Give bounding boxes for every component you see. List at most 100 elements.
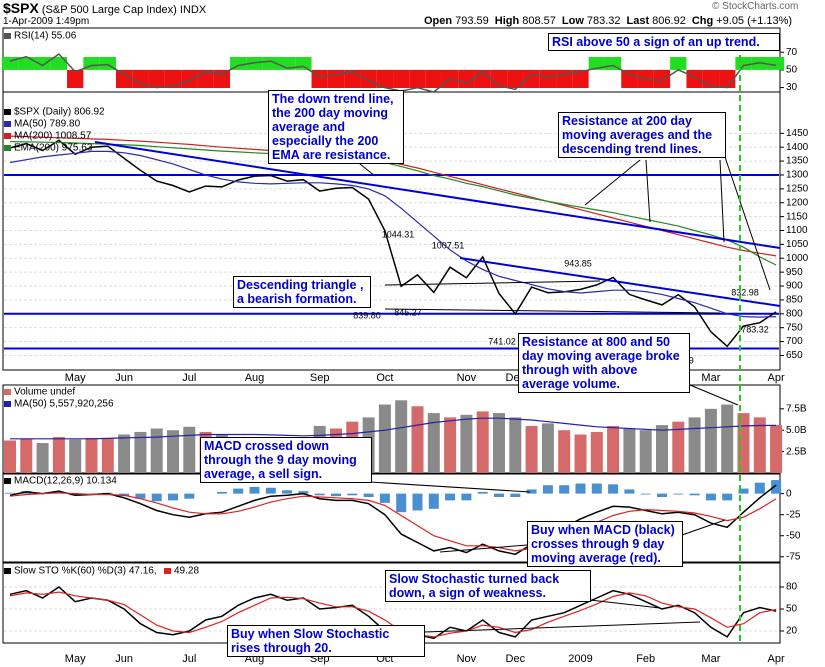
volume-bar xyxy=(753,417,766,473)
arrow xyxy=(439,544,528,553)
y-tick-label: 1050 xyxy=(786,239,809,250)
rsi-band xyxy=(670,57,687,70)
arrow xyxy=(689,384,739,406)
y-tick-label: 50 xyxy=(786,604,798,615)
legend-swatch xyxy=(4,478,11,484)
histogram-bar xyxy=(689,493,700,496)
y-tick-label: 1100 xyxy=(786,225,808,236)
annotation: Slow Stochastic turned back down, a sign… xyxy=(385,570,591,602)
x-tick-label: Apr xyxy=(768,653,785,665)
volume-bar xyxy=(4,440,16,473)
x-tick-label: 2009 xyxy=(568,653,592,665)
x-tick-label: Mar xyxy=(701,372,720,384)
histogram-bar xyxy=(331,493,341,497)
legend-swatch xyxy=(4,145,11,151)
legend-swatch xyxy=(4,33,11,39)
legend-swatch xyxy=(4,109,11,115)
quote-value: 806.92 xyxy=(652,15,686,27)
histogram-bar xyxy=(722,493,733,501)
annotation: Buy when Slow Stochastic rises through 2… xyxy=(227,625,425,657)
histogram-bar xyxy=(233,488,244,494)
volume-bar xyxy=(704,408,717,473)
histogram-bar xyxy=(510,493,521,497)
rsi-band xyxy=(539,69,557,88)
x-tick-label: Oct xyxy=(376,372,393,384)
point-label: 1044.31 xyxy=(382,229,415,239)
rsi-band xyxy=(458,69,475,88)
x-tick-label: Nov xyxy=(457,372,477,384)
rsi-band xyxy=(230,57,247,70)
y-tick-label: 80 xyxy=(786,582,798,593)
series-line xyxy=(9,53,777,93)
rsi-band xyxy=(50,57,68,70)
legend-label: MA(200) 1008.57 xyxy=(14,131,92,142)
legend-swatch xyxy=(4,568,11,574)
volume-bar xyxy=(167,430,179,473)
x-tick-label: Nov xyxy=(457,653,477,665)
rsi-band xyxy=(132,69,149,88)
rsi-band xyxy=(572,69,589,88)
volume-bar xyxy=(541,423,554,473)
rsi-band xyxy=(148,69,165,88)
arrow xyxy=(681,519,726,536)
histogram-bar xyxy=(624,489,635,494)
legend-swatch xyxy=(4,389,11,395)
histogram-bar xyxy=(282,490,293,494)
y-tick-label: 1400 xyxy=(786,142,809,153)
x-tick-label: May xyxy=(65,372,86,384)
histogram-bar xyxy=(184,493,195,499)
point-label: 943.85 xyxy=(564,258,592,268)
legend-swatch xyxy=(4,121,11,127)
y-tick-label: 30 xyxy=(786,82,798,93)
histogram-bar xyxy=(314,493,325,496)
arrow xyxy=(719,159,725,243)
x-tick-label: Dec xyxy=(506,653,526,665)
rsi-band xyxy=(490,69,508,88)
histogram-bar xyxy=(70,493,81,496)
legend-label: RSI(14) 55.06 xyxy=(14,31,77,42)
y-tick-label: 1450 xyxy=(786,128,809,139)
volume-bar xyxy=(183,426,196,473)
volume-bar xyxy=(607,425,620,473)
series-line xyxy=(9,484,777,556)
annotation: Resistance at 800 and 50 day moving aver… xyxy=(518,333,690,393)
arrow xyxy=(724,156,771,291)
legend-label: $SPX (Daily) 806.92 xyxy=(14,107,105,118)
histogram-bar xyxy=(673,493,684,495)
series-line xyxy=(9,150,777,318)
histogram-bar xyxy=(265,487,276,494)
annotation: RSI above 50 a sign of an up trend. xyxy=(548,33,780,51)
histogram-bar xyxy=(347,493,358,496)
rsi-band xyxy=(686,69,703,88)
y-tick-label: 900 xyxy=(786,281,803,292)
x-tick-label: Mar xyxy=(701,653,720,665)
point-label: 1007.51 xyxy=(432,240,465,250)
volume-bar xyxy=(770,425,783,473)
x-tick-label: Jun xyxy=(115,653,133,665)
rsi-band xyxy=(425,69,442,88)
rsi-band xyxy=(376,69,394,88)
trend-line xyxy=(94,141,781,249)
y-tick-label: 700 xyxy=(786,336,803,347)
rsi-band xyxy=(507,69,524,88)
y-tick-label: 1300 xyxy=(786,170,809,181)
legend-swatch xyxy=(4,133,11,139)
volume-bar xyxy=(476,411,489,473)
y-tick-label: 5.0B xyxy=(786,425,807,436)
volume-bar xyxy=(460,414,473,473)
histogram-bar xyxy=(575,483,586,494)
annotation: The down trend line, the 200 day moving … xyxy=(268,90,404,164)
histogram-bar xyxy=(5,492,15,494)
rsi-band xyxy=(181,69,198,88)
point-label: 839.80 xyxy=(353,310,381,320)
histogram-bar xyxy=(705,493,716,501)
rsi-band xyxy=(18,57,35,70)
point-label: 741.02 xyxy=(488,336,516,346)
x-tick-label: Jul xyxy=(182,372,196,384)
volume-bar xyxy=(36,443,49,473)
y-tick-label: 950 xyxy=(786,267,803,278)
y-tick-label: 20 xyxy=(786,626,798,637)
arrow xyxy=(645,159,651,223)
legend-label: MACD(12,26,9) 10.134 xyxy=(14,476,117,487)
volume-bar xyxy=(558,430,571,473)
